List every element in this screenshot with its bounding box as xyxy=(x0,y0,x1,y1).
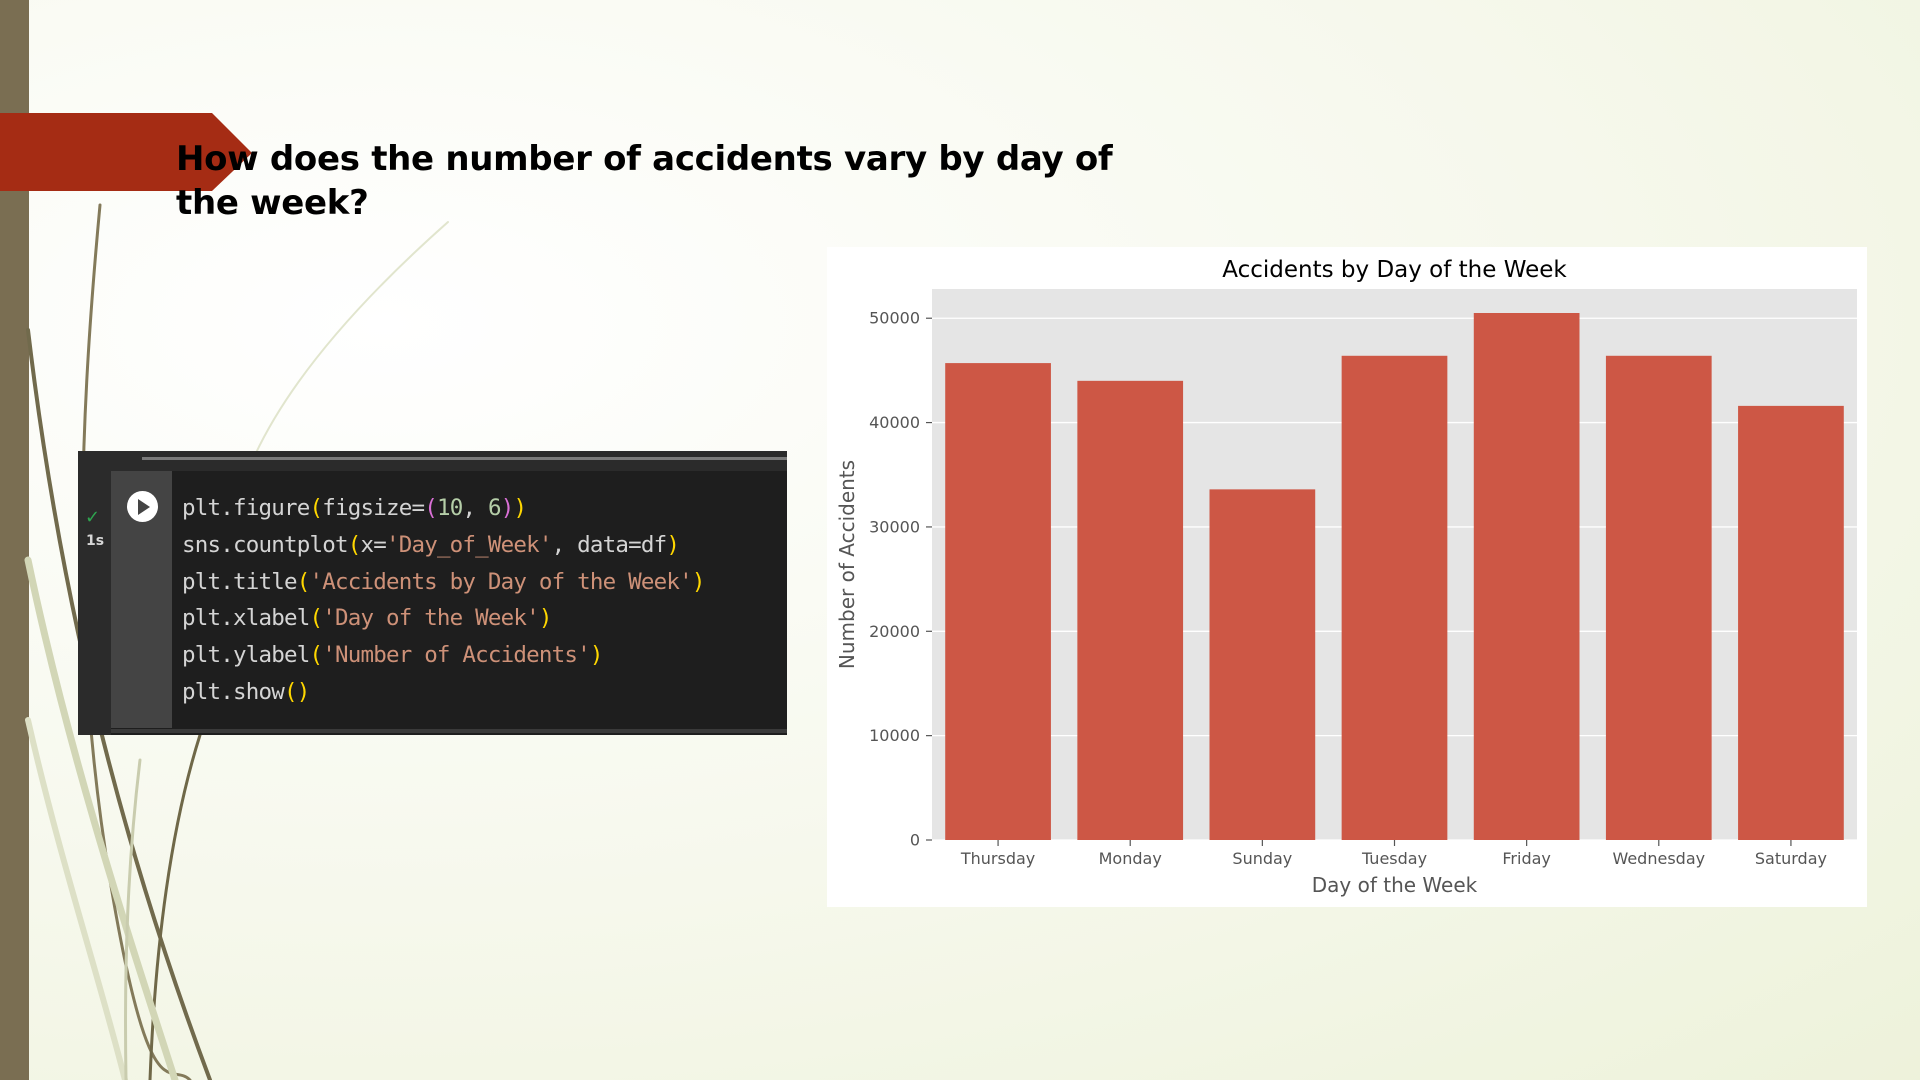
run-cell-button[interactable] xyxy=(127,491,158,522)
code-cell-gutter: ✓ 1s xyxy=(78,471,111,735)
code-line: sns.countplot(x='Day_of_Week', data=df) xyxy=(182,531,680,558)
x-axis-title: Day of the Week xyxy=(1312,873,1478,897)
bar-friday xyxy=(1473,313,1580,840)
code-cell-bottom-divider xyxy=(111,729,787,733)
bar-tuesday xyxy=(1341,355,1448,840)
y-axis-title: Number of Accidents xyxy=(835,460,859,669)
title-banner xyxy=(0,113,252,191)
y-tick-label: 50000 xyxy=(869,309,920,328)
bar-thursday xyxy=(945,363,1051,840)
code-line: plt.xlabel('Day of the Week') xyxy=(182,605,552,632)
play-icon xyxy=(138,499,150,515)
chart-title: Accidents by Day of the Week xyxy=(1222,257,1567,283)
code-line: plt.ylabel('Number of Accidents') xyxy=(182,642,603,669)
y-tick-label: 20000 xyxy=(869,622,920,641)
code-cell-top-divider xyxy=(142,457,787,460)
bar-monday xyxy=(1077,380,1184,840)
code-line: plt.show() xyxy=(182,678,310,705)
x-tick-label: Tuesday xyxy=(1361,849,1427,868)
code-line: plt.title('Accidents by Day of the Week'… xyxy=(182,568,705,595)
axes: 0 10000 20000 30000 40000 50000 Thursday Monday… xyxy=(869,309,1827,868)
code-editor[interactable]: plt.figure(figsize=(10, 6)) sns.countplot… xyxy=(182,490,705,711)
x-tick-label: Thursday xyxy=(960,849,1035,868)
x-tick-label: Saturday xyxy=(1755,849,1827,868)
title-banner-shape xyxy=(0,113,252,191)
x-tick-label: Sunday xyxy=(1232,849,1292,868)
chart-panel: 0 10000 20000 30000 40000 50000 Thursday Monday… xyxy=(827,247,1867,907)
bar-wednesday xyxy=(1605,355,1712,840)
y-tick-label: 40000 xyxy=(869,413,920,432)
y-tick-label: 10000 xyxy=(869,726,920,745)
bars xyxy=(945,313,1844,840)
execution-time: 1s xyxy=(86,533,105,549)
bar-saturday xyxy=(1738,405,1844,840)
x-tick-label: Wednesday xyxy=(1612,849,1705,868)
bar-sunday xyxy=(1209,489,1316,840)
y-tick-label: 30000 xyxy=(869,517,920,536)
run-area xyxy=(111,471,172,728)
check-icon: ✓ xyxy=(85,507,101,528)
slide-title: How does the number of accidents vary by… xyxy=(176,139,1113,223)
code-cell-top-bar xyxy=(78,451,787,471)
x-tick-label: Monday xyxy=(1099,849,1162,868)
code-line: plt.figure(figsize=(10, 6)) xyxy=(182,495,527,521)
bar-chart: 0 10000 20000 30000 40000 50000 Thursday Monday… xyxy=(835,257,1857,897)
y-tick-label: 0 xyxy=(910,831,920,850)
x-tick-label: Friday xyxy=(1502,849,1551,868)
code-cell[interactable]: ✓ 1s plt.figure(figsize=(10, 6)) sns.coun… xyxy=(78,451,787,735)
